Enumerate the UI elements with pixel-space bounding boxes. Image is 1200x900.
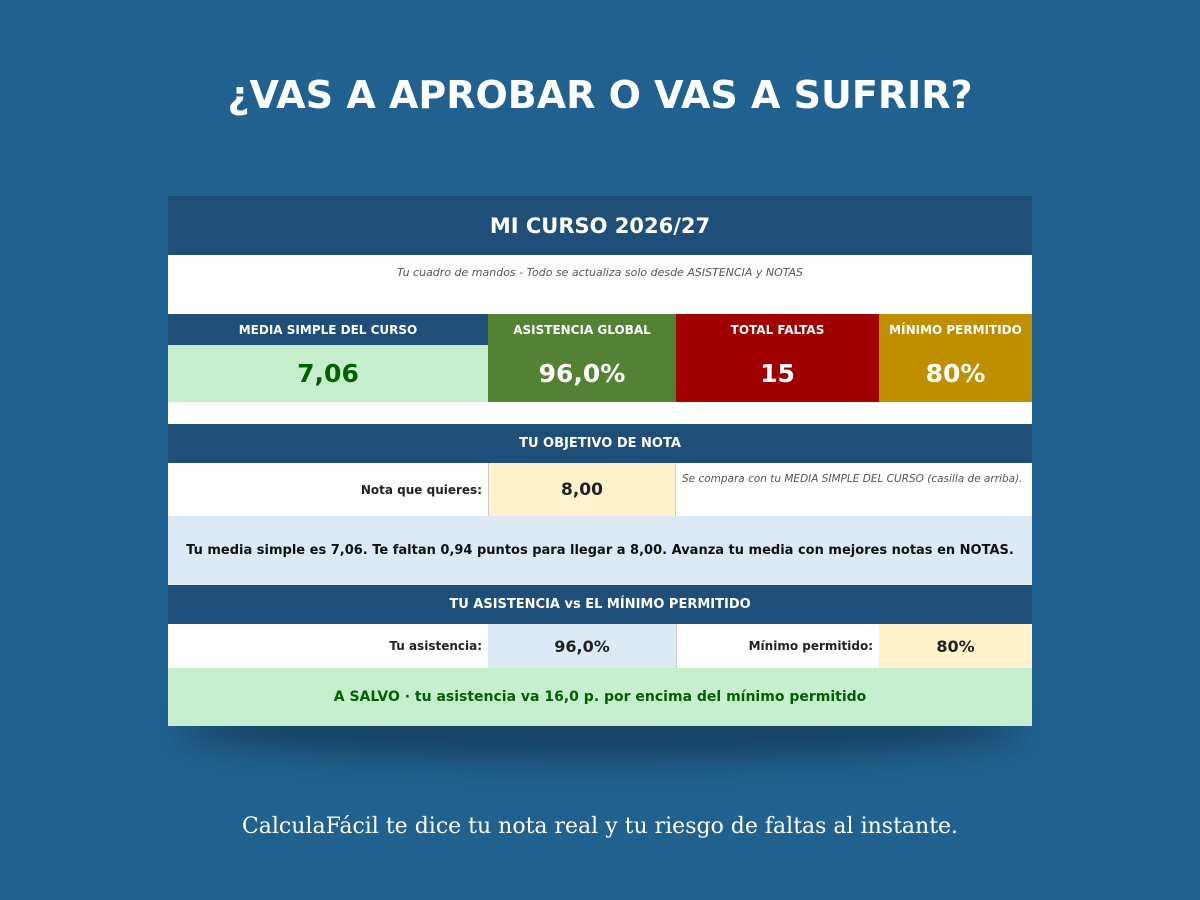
kpi-value: 80% [879,345,1032,402]
section-heading: TU OBJETIVO DE NOTA [168,424,1032,463]
sheet: MI CURSO 2026/27 Tu cuadro de mandos - T… [168,196,1032,726]
kpi-value: 7,06 [168,345,488,402]
section-heading: TU ASISTENCIA vs EL MÍNIMO PERMITIDO [168,585,1032,624]
attendance-message: A SALVO · tu asistencia va 16,0 p. por e… [168,668,1032,726]
attendance-label: Tu asistencia: [389,639,482,653]
goal-label: Nota que quieres: [360,482,482,497]
kpi-value: 15 [676,345,879,402]
goal-note: Se compara con tu MEDIA SIMPLE DEL CURSO… [682,473,1023,485]
kpi-label: MÍNIMO PERMITIDO [879,314,1032,345]
page-title: ¿VAS A APROBAR O VAS A SUFRIR? [227,73,973,117]
kpi-label: MEDIA SIMPLE DEL CURSO [168,314,488,345]
caption: CalculaFácil te dice tu nota real y tu r… [241,813,959,839]
kpi-label: ASISTENCIA GLOBAL [488,314,676,345]
minimum-value: 80% [879,624,1032,668]
sheet-subtitle: Tu cuadro de mandos - Todo se actualiza … [396,265,804,279]
goal-value: 8,00 [488,463,676,516]
kpi-label: TOTAL FALTAS [676,314,879,345]
kpi-value: 96,0% [488,345,676,402]
minimum-label: Mínimo permitido: [676,624,879,668]
attendance-value: 96,0% [488,624,676,668]
sheet-title: MI CURSO 2026/27 [168,196,1032,255]
goal-message: Tu media simple es 7,06. Te faltan 0,94 … [168,516,1032,585]
